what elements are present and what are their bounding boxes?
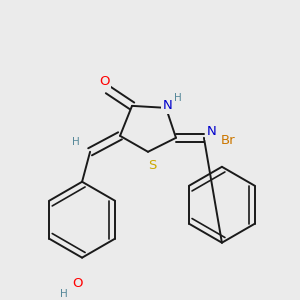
Text: O: O [99, 75, 109, 88]
Text: H: H [174, 93, 182, 103]
Text: O: O [72, 277, 82, 290]
Text: S: S [148, 159, 156, 172]
Text: N: N [163, 99, 173, 112]
Text: H: H [72, 137, 80, 147]
Text: H: H [60, 289, 68, 298]
Text: Br: Br [220, 134, 235, 147]
Text: N: N [207, 125, 217, 138]
